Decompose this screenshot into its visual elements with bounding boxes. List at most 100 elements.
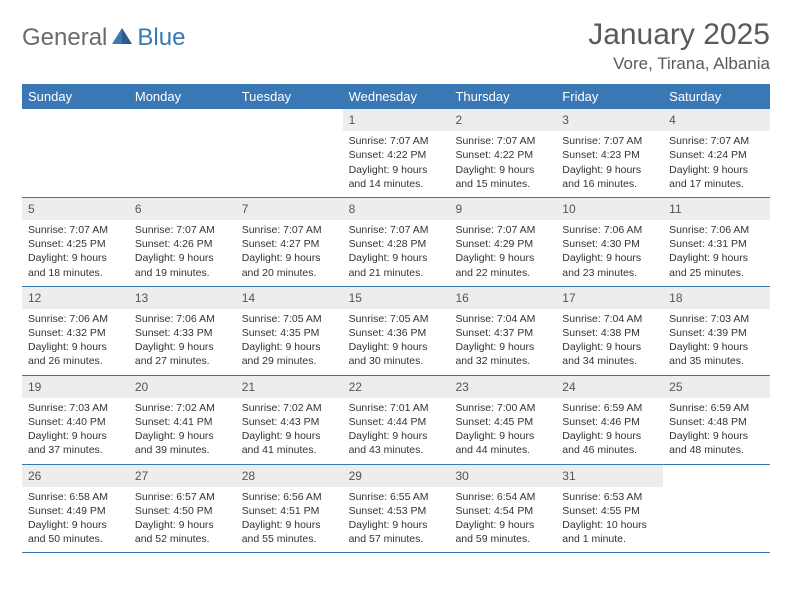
daylight-line-2: and 19 minutes. [135, 266, 230, 280]
sunset-line: Sunset: 4:39 PM [669, 326, 764, 340]
location: Vore, Tirana, Albania [588, 54, 770, 74]
calendar: SundayMondayTuesdayWednesdayThursdayFrid… [22, 84, 770, 553]
day-content: Sunrise: 6:57 AMSunset: 4:50 PMDaylight:… [129, 487, 236, 553]
day-cell: 15Sunrise: 7:05 AMSunset: 4:36 PMDayligh… [343, 287, 450, 375]
daylight-line-1: Daylight: 9 hours [135, 429, 230, 443]
daylight-line-1: Daylight: 9 hours [28, 340, 123, 354]
sunrise-line: Sunrise: 7:04 AM [562, 312, 657, 326]
day-content: Sunrise: 7:07 AMSunset: 4:25 PMDaylight:… [22, 220, 129, 286]
sunset-line: Sunset: 4:23 PM [562, 148, 657, 162]
day-number: 11 [663, 198, 770, 220]
title-block: January 2025 Vore, Tirana, Albania [588, 18, 770, 74]
day-cell: 3Sunrise: 7:07 AMSunset: 4:23 PMDaylight… [556, 109, 663, 197]
daylight-line-2: and 37 minutes. [28, 443, 123, 457]
sunset-line: Sunset: 4:28 PM [349, 237, 444, 251]
daylight-line-1: Daylight: 9 hours [349, 518, 444, 532]
sunset-line: Sunset: 4:49 PM [28, 504, 123, 518]
day-cell: 17Sunrise: 7:04 AMSunset: 4:38 PMDayligh… [556, 287, 663, 375]
daylight-line-1: Daylight: 9 hours [669, 340, 764, 354]
sunset-line: Sunset: 4:22 PM [455, 148, 550, 162]
daylight-line-1: Daylight: 9 hours [669, 429, 764, 443]
day-content: Sunrise: 6:54 AMSunset: 4:54 PMDaylight:… [449, 487, 556, 553]
day-cell: 30Sunrise: 6:54 AMSunset: 4:54 PMDayligh… [449, 465, 556, 553]
sunrise-line: Sunrise: 7:03 AM [669, 312, 764, 326]
sunset-line: Sunset: 4:54 PM [455, 504, 550, 518]
logo-text-general: General [22, 24, 107, 52]
day-content: Sunrise: 7:05 AMSunset: 4:36 PMDaylight:… [343, 309, 450, 375]
sunset-line: Sunset: 4:25 PM [28, 237, 123, 251]
daylight-line-2: and 22 minutes. [455, 266, 550, 280]
day-cell: 18Sunrise: 7:03 AMSunset: 4:39 PMDayligh… [663, 287, 770, 375]
day-number: 13 [129, 287, 236, 309]
sunrise-line: Sunrise: 6:54 AM [455, 490, 550, 504]
day-number: 1 [343, 109, 450, 131]
day-content: Sunrise: 7:07 AMSunset: 4:26 PMDaylight:… [129, 220, 236, 286]
day-content: Sunrise: 7:07 AMSunset: 4:27 PMDaylight:… [236, 220, 343, 286]
sunset-line: Sunset: 4:24 PM [669, 148, 764, 162]
daylight-line-1: Daylight: 9 hours [455, 518, 550, 532]
day-header: Monday [129, 84, 236, 109]
weeks-container: 1Sunrise: 7:07 AMSunset: 4:22 PMDaylight… [22, 109, 770, 553]
sunset-line: Sunset: 4:45 PM [455, 415, 550, 429]
day-number: 5 [22, 198, 129, 220]
day-number: 16 [449, 287, 556, 309]
day-cell: 16Sunrise: 7:04 AMSunset: 4:37 PMDayligh… [449, 287, 556, 375]
day-cell [236, 109, 343, 197]
day-content: Sunrise: 7:02 AMSunset: 4:43 PMDaylight:… [236, 398, 343, 464]
sunrise-line: Sunrise: 6:53 AM [562, 490, 657, 504]
day-header: Tuesday [236, 84, 343, 109]
day-content: Sunrise: 7:07 AMSunset: 4:28 PMDaylight:… [343, 220, 450, 286]
day-content: Sunrise: 7:03 AMSunset: 4:40 PMDaylight:… [22, 398, 129, 464]
day-cell: 20Sunrise: 7:02 AMSunset: 4:41 PMDayligh… [129, 376, 236, 464]
daylight-line-1: Daylight: 9 hours [455, 251, 550, 265]
day-number: 7 [236, 198, 343, 220]
day-cell: 1Sunrise: 7:07 AMSunset: 4:22 PMDaylight… [343, 109, 450, 197]
day-header: Friday [556, 84, 663, 109]
day-cell: 11Sunrise: 7:06 AMSunset: 4:31 PMDayligh… [663, 198, 770, 286]
day-content: Sunrise: 6:56 AMSunset: 4:51 PMDaylight:… [236, 487, 343, 553]
day-number: 23 [449, 376, 556, 398]
sunrise-line: Sunrise: 6:55 AM [349, 490, 444, 504]
day-cell: 10Sunrise: 7:06 AMSunset: 4:30 PMDayligh… [556, 198, 663, 286]
logo-shape-icon [111, 26, 133, 51]
day-header: Saturday [663, 84, 770, 109]
daylight-line-1: Daylight: 9 hours [242, 251, 337, 265]
day-cell: 12Sunrise: 7:06 AMSunset: 4:32 PMDayligh… [22, 287, 129, 375]
daylight-line-1: Daylight: 9 hours [242, 340, 337, 354]
daylight-line-1: Daylight: 9 hours [562, 340, 657, 354]
daylight-line-2: and 55 minutes. [242, 532, 337, 546]
logo: General Blue [22, 24, 185, 52]
daylight-line-1: Daylight: 9 hours [28, 251, 123, 265]
day-cell: 24Sunrise: 6:59 AMSunset: 4:46 PMDayligh… [556, 376, 663, 464]
day-number: 2 [449, 109, 556, 131]
sunrise-line: Sunrise: 7:06 AM [562, 223, 657, 237]
daylight-line-1: Daylight: 9 hours [562, 251, 657, 265]
day-cell: 4Sunrise: 7:07 AMSunset: 4:24 PMDaylight… [663, 109, 770, 197]
sunrise-line: Sunrise: 6:56 AM [242, 490, 337, 504]
daylight-line-2: and 29 minutes. [242, 354, 337, 368]
sunset-line: Sunset: 4:46 PM [562, 415, 657, 429]
day-number: 8 [343, 198, 450, 220]
sunset-line: Sunset: 4:22 PM [349, 148, 444, 162]
daylight-line-2: and 35 minutes. [669, 354, 764, 368]
day-header: Sunday [22, 84, 129, 109]
day-cell: 7Sunrise: 7:07 AMSunset: 4:27 PMDaylight… [236, 198, 343, 286]
day-number: 29 [343, 465, 450, 487]
sunset-line: Sunset: 4:33 PM [135, 326, 230, 340]
daylight-line-1: Daylight: 9 hours [455, 340, 550, 354]
sunset-line: Sunset: 4:27 PM [242, 237, 337, 251]
daylight-line-1: Daylight: 9 hours [242, 518, 337, 532]
day-cell: 23Sunrise: 7:00 AMSunset: 4:45 PMDayligh… [449, 376, 556, 464]
daylight-line-1: Daylight: 9 hours [562, 429, 657, 443]
week-row: 1Sunrise: 7:07 AMSunset: 4:22 PMDaylight… [22, 109, 770, 198]
sunset-line: Sunset: 4:41 PM [135, 415, 230, 429]
sunrise-line: Sunrise: 7:02 AM [135, 401, 230, 415]
day-cell: 27Sunrise: 6:57 AMSunset: 4:50 PMDayligh… [129, 465, 236, 553]
day-cell: 9Sunrise: 7:07 AMSunset: 4:29 PMDaylight… [449, 198, 556, 286]
day-content: Sunrise: 6:58 AMSunset: 4:49 PMDaylight:… [22, 487, 129, 553]
daylight-line-2: and 34 minutes. [562, 354, 657, 368]
day-content: Sunrise: 7:07 AMSunset: 4:24 PMDaylight:… [663, 131, 770, 197]
day-number: 27 [129, 465, 236, 487]
daylight-line-2: and 1 minute. [562, 532, 657, 546]
sunrise-line: Sunrise: 6:59 AM [669, 401, 764, 415]
